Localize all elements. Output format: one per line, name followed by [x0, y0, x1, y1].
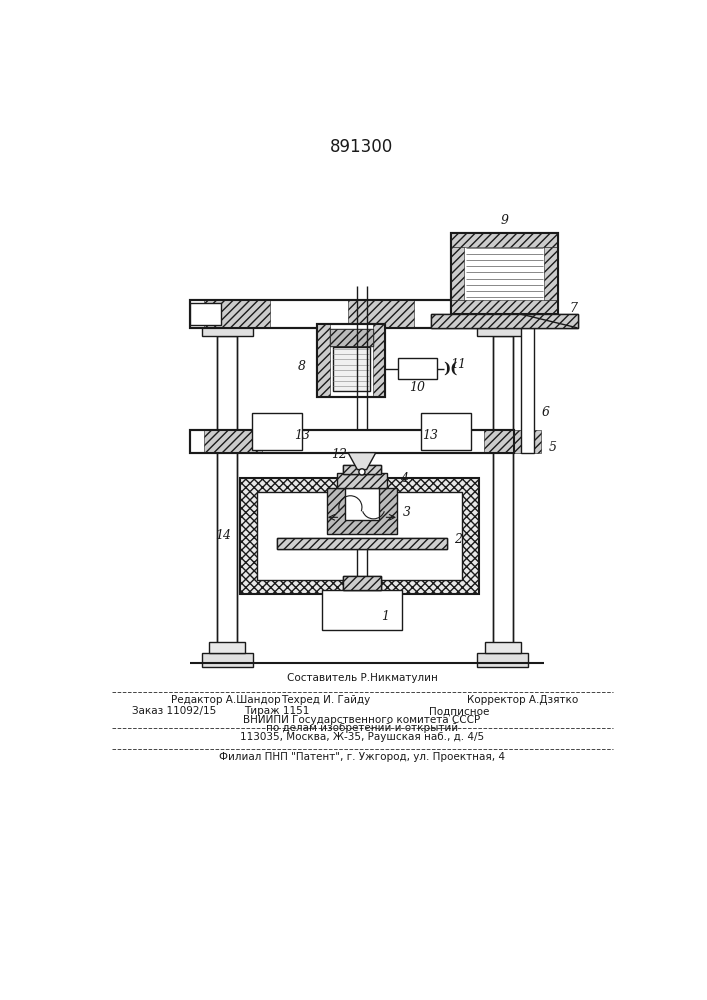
Text: Составитель Р.Никматулин: Составитель Р.Никматулин: [286, 673, 438, 683]
Bar: [204, 300, 269, 328]
Bar: [190, 300, 491, 328]
Text: Подписное: Подписное: [429, 706, 489, 716]
Text: 2: 2: [454, 533, 462, 546]
Bar: [190, 430, 514, 453]
Bar: [343, 576, 381, 590]
Text: 12: 12: [331, 448, 347, 461]
Text: 11: 11: [450, 358, 466, 371]
Bar: [329, 329, 373, 346]
Bar: [343, 576, 381, 590]
Text: ВНИИПИ Государственного комитета СССР: ВНИИПИ Государственного комитета СССР: [243, 715, 481, 725]
Bar: [209, 642, 245, 653]
Text: Редактор А.Шандор: Редактор А.Шандор: [171, 695, 281, 705]
Bar: [431, 314, 578, 328]
Bar: [277, 538, 447, 549]
Circle shape: [359, 469, 365, 475]
Bar: [327, 488, 397, 534]
Bar: [450, 233, 559, 247]
Bar: [398, 358, 437, 379]
Bar: [252, 413, 302, 450]
Text: 13: 13: [294, 429, 310, 442]
Bar: [477, 322, 528, 336]
Bar: [201, 322, 252, 336]
Bar: [240, 478, 479, 594]
Bar: [373, 324, 385, 397]
Bar: [431, 314, 578, 328]
Text: 891300: 891300: [330, 138, 394, 156]
Text: )(: )(: [443, 362, 457, 376]
Text: Заказ 11092/15: Заказ 11092/15: [132, 706, 217, 716]
Bar: [484, 430, 542, 453]
Text: Тираж 1151: Тираж 1151: [244, 706, 310, 716]
Bar: [204, 430, 262, 453]
Text: 14: 14: [216, 529, 231, 542]
Bar: [477, 653, 528, 667]
Bar: [345, 488, 379, 520]
Text: 5: 5: [549, 441, 557, 454]
Text: 13: 13: [423, 429, 438, 442]
Bar: [493, 336, 513, 644]
Text: Корректор А.Дзятко: Корректор А.Дзятко: [467, 695, 579, 705]
Bar: [343, 465, 381, 474]
Text: 3: 3: [402, 506, 411, 519]
Bar: [450, 233, 559, 314]
Text: 1: 1: [381, 610, 389, 623]
Bar: [431, 314, 578, 328]
Bar: [257, 492, 462, 580]
Bar: [333, 347, 370, 391]
Bar: [190, 300, 491, 328]
Bar: [450, 247, 464, 300]
Bar: [520, 314, 534, 453]
Bar: [190, 430, 514, 453]
Text: 6: 6: [542, 406, 549, 419]
Bar: [337, 473, 387, 488]
Bar: [343, 465, 381, 474]
Text: 10: 10: [409, 381, 426, 394]
Text: 4: 4: [400, 472, 409, 485]
Bar: [485, 314, 520, 322]
Bar: [337, 473, 387, 488]
Text: 8: 8: [298, 360, 306, 373]
Bar: [327, 488, 397, 534]
Bar: [317, 324, 329, 397]
Polygon shape: [348, 453, 376, 470]
Bar: [322, 590, 402, 630]
Bar: [217, 336, 238, 644]
Text: 113035, Москва, Ж-35, Раушская наб., д. 4/5: 113035, Москва, Ж-35, Раушская наб., д. …: [240, 732, 484, 742]
Bar: [317, 324, 385, 397]
Bar: [485, 642, 520, 653]
Text: Техред И. Гайду: Техред И. Гайду: [281, 695, 370, 705]
Text: по делам изобретений и открытий: по делам изобретений и открытий: [266, 723, 458, 733]
Bar: [190, 303, 221, 325]
Bar: [544, 247, 559, 300]
Bar: [209, 314, 245, 322]
Text: 9: 9: [501, 214, 508, 227]
Bar: [317, 324, 385, 397]
Bar: [450, 233, 559, 314]
Bar: [277, 538, 447, 549]
Bar: [343, 576, 381, 590]
Bar: [240, 478, 479, 594]
Text: Филиал ПНП "Патент", г. Ужгород, ул. Проектная, 4: Филиал ПНП "Патент", г. Ужгород, ул. Про…: [219, 752, 505, 762]
Bar: [329, 329, 373, 346]
Bar: [450, 300, 559, 314]
Bar: [348, 300, 414, 328]
Bar: [421, 413, 472, 450]
Text: 7: 7: [570, 302, 578, 315]
Bar: [277, 538, 447, 549]
Bar: [201, 653, 252, 667]
Bar: [343, 465, 381, 474]
